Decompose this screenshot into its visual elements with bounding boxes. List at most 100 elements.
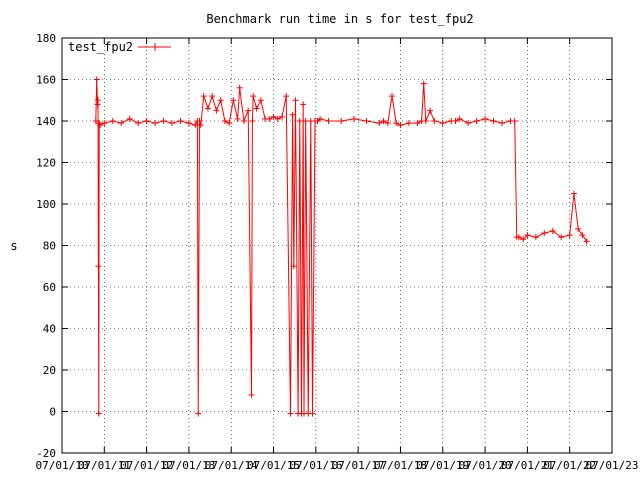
data-point [213,107,220,114]
data-point [169,120,175,127]
data-point [292,97,299,104]
data-point [249,118,256,124]
data-point [279,113,285,120]
data-point [200,93,207,100]
data-point [240,118,247,124]
series-line-test_fpu2 [95,79,588,414]
x-tick-label: 07/01/19 [416,459,469,472]
data-point [93,76,100,83]
data-point [520,236,527,243]
data-point [465,120,472,127]
data-point [289,111,296,118]
data-point [439,120,446,127]
data-point [236,84,243,91]
data-point [143,118,150,124]
data-point [499,120,505,127]
x-tick-label: 07/01/11 [78,459,131,472]
data-point [422,118,429,124]
y-tick-label: 60 [43,281,56,294]
data-point [541,230,548,237]
y-tick-label: 20 [43,364,56,377]
data-point [309,410,316,417]
data-point [490,118,497,124]
data-point [196,118,203,124]
data-point [579,232,586,239]
data-point [558,234,565,241]
data-point [473,118,480,124]
data-point [287,410,294,417]
y-tick-label: 80 [43,240,56,253]
data-point [185,120,192,127]
data-point [363,118,370,124]
y-axis-label: s [10,239,17,253]
data-point [209,93,216,100]
data-point [230,97,237,104]
data-point [248,391,255,398]
data-point [389,93,395,100]
data-point [524,232,531,239]
data-point [135,120,142,127]
data-point [95,410,102,417]
data-point [325,118,332,124]
data-point [195,410,202,417]
data-point [109,118,116,124]
y-tick-label: 40 [43,323,56,336]
data-point [274,115,281,122]
y-tick-label: 180 [36,32,56,45]
data-point [376,120,383,127]
x-tick-label: 07/01/13 [162,459,215,472]
data-point [226,120,233,127]
data-point [427,107,434,114]
data-point [245,107,252,114]
data-point [566,232,573,239]
data-point [221,118,228,124]
data-point [234,115,241,122]
data-point [97,122,104,129]
data-point [283,93,290,100]
data-point [253,105,260,112]
x-tick-label: 07/01/21 [501,459,554,472]
data-point [95,263,102,270]
data-point [160,118,167,124]
data-point [384,120,391,127]
x-tick-label: 07/01/17 [332,459,385,472]
data-point [92,118,99,124]
data-point [101,120,108,127]
data-point [570,190,577,197]
data-point [583,238,590,245]
data-point [317,115,324,122]
data-point [270,113,277,120]
data-point [152,120,159,127]
x-tick-label: 07/01/15 [247,459,300,472]
data-point [266,115,273,122]
data-point [393,120,400,127]
data-point [192,122,199,129]
data-point [482,115,489,122]
data-point [350,115,357,122]
data-point [397,122,404,129]
grid [62,38,613,453]
data-point [302,118,309,124]
chart-title: Benchmark run time in s for test_fpu2 [206,12,473,26]
y-ticks: -20 0 20 40 60 80 100 120 140 160 180 [36,32,612,460]
data-point [94,97,101,104]
data-point [532,234,539,241]
y-tick-label: 100 [36,198,56,211]
x-tick-label: 07/01/14 [205,459,258,472]
y-tick-label: -20 [36,447,56,460]
x-tick-label: 07/01/16 [289,459,342,472]
x-ticks: 07/01/1007/01/1107/01/1207/01/1307/01/14… [36,38,639,472]
series-group [92,76,590,417]
data-point [549,227,556,234]
axes [61,37,613,454]
x-tick-label: 07/01/10 [36,459,89,472]
data-point [126,115,133,122]
x-tick-label: 07/01/18 [374,459,427,472]
data-point [515,234,522,241]
data-point [204,105,211,112]
data-point [420,80,427,87]
data-point [456,115,463,122]
x-tick-label: 07/01/23 [586,459,639,472]
data-point [338,118,345,124]
